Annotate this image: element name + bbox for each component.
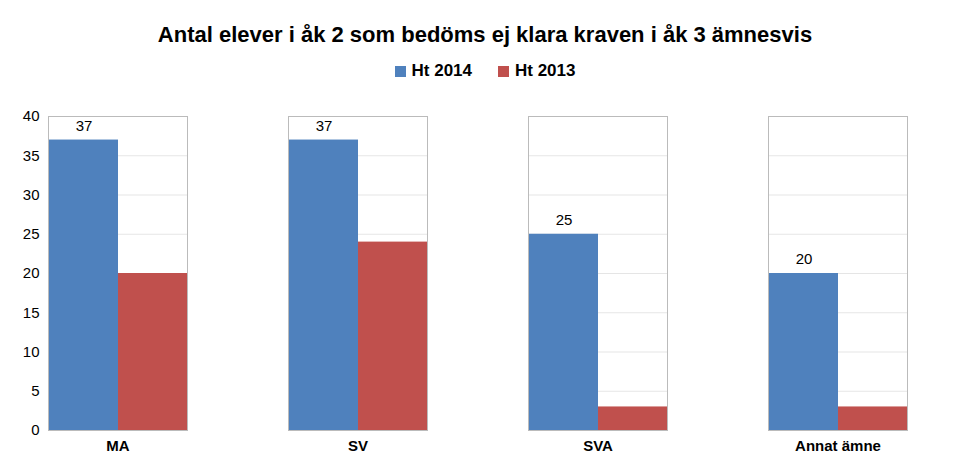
svg-text:10: 10: [23, 343, 40, 360]
html-text:Ht 2014: Ht 2014: [411, 61, 472, 80]
html-text:Antal elever i åk 2 som bedöms: Antal elever i åk 2 som bedöms ej klara …: [157, 22, 813, 47]
svg-text:15: 15: [23, 304, 40, 321]
svg-text:Annat ämne: Annat ämne: [795, 437, 881, 454]
svg-text:5: 5: [31, 382, 39, 399]
svg-text:0: 0: [31, 421, 39, 438]
svg-text:20: 20: [796, 250, 813, 267]
html-text:Ht 2013: Ht 2013: [515, 61, 576, 80]
svg-text:SV: SV: [348, 437, 368, 454]
svg-text:25: 25: [23, 225, 40, 242]
svg-text:37: 37: [316, 117, 333, 134]
svg-text:40: 40: [23, 107, 40, 124]
svg-text:35: 35: [23, 147, 40, 164]
svg-text:MA: MA: [106, 437, 129, 454]
svg-text:30: 30: [23, 186, 40, 203]
svg-text:25: 25: [556, 211, 573, 228]
svg-text:37: 37: [76, 117, 93, 134]
svg-text:20: 20: [23, 264, 40, 281]
svg-text:SVA: SVA: [583, 437, 613, 454]
